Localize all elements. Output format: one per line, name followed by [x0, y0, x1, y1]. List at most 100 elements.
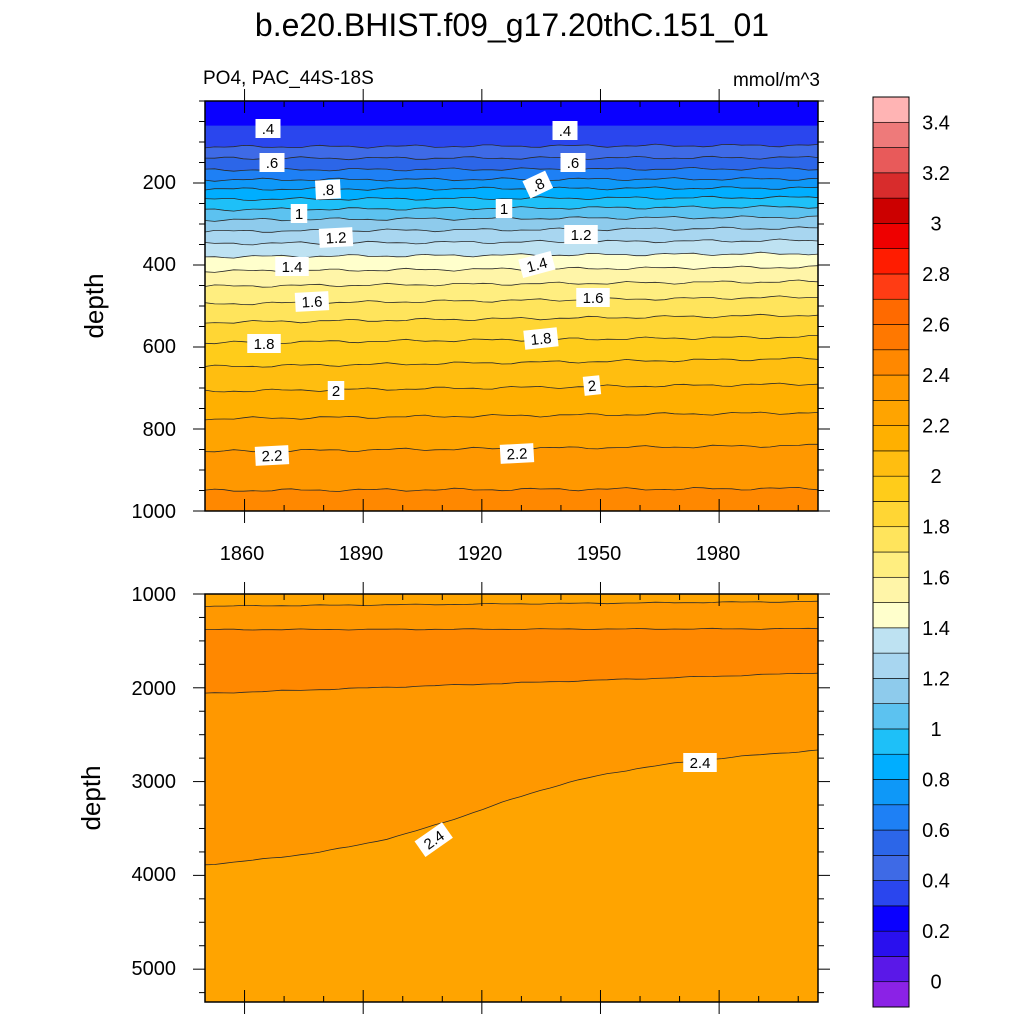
lower-panel: 2.42.4 depth	[76, 582, 830, 1014]
colorbar-box-0	[872, 981, 910, 1008]
contour-label-text: 1.6	[583, 290, 604, 307]
contour-line-0-5	[205, 186, 818, 191]
contour-band-0-21	[205, 487, 818, 511]
contour-line-1-1	[205, 600, 818, 607]
contour-label-bg	[414, 822, 453, 857]
colorbar-box-2	[872, 930, 910, 957]
contour-label: .4	[255, 119, 281, 138]
contour-label-text: 1.4	[525, 255, 550, 277]
contour-label-text: 2.2	[506, 445, 528, 463]
contour-label-bg	[523, 327, 559, 350]
contour-line-0-17	[205, 356, 818, 368]
colorbar-label: 2.6	[922, 315, 950, 337]
contour-label-text: 2	[587, 378, 597, 396]
chart-title: b.e20.BHIST.f09_g17.20thC.151_01	[255, 7, 769, 43]
colorbar-box-17	[872, 551, 910, 578]
lower-axis-ticks	[193, 582, 830, 1014]
contour-label-bg	[294, 291, 330, 312]
lower-contour-lines	[205, 600, 818, 866]
contour-line-1-3	[205, 672, 818, 694]
colorbar-box-6	[872, 829, 910, 856]
contour-label-text: 2	[332, 383, 340, 400]
contour-label: 1.6	[294, 291, 330, 312]
contour-label-bg	[314, 179, 341, 200]
colorbar-box-21	[872, 450, 910, 477]
contour-label-text: 1.2	[571, 227, 592, 244]
colorbar-box-34	[872, 121, 910, 148]
contour-label: 2	[327, 381, 345, 400]
colorbar-box-31	[872, 197, 910, 224]
contour-label-bg	[582, 375, 602, 396]
colorbar-box-16	[872, 576, 910, 603]
colorbar-label: 2	[930, 466, 941, 488]
contour-label-text: 1	[500, 201, 508, 218]
contour-label: 1.4	[275, 257, 309, 276]
contour-label-bg	[247, 334, 281, 353]
colorbar-box-1	[872, 956, 910, 983]
contour-label-text: 1.8	[530, 330, 553, 349]
contour-label-text: .4	[262, 121, 275, 138]
contour-label-text: 1.6	[301, 293, 323, 311]
upper-contour-labels: .4 .6 .8 1 1.2 1.4 1.6 1.8 2 2.2 .4 .6 .8 1 1.2 1.4 1.6 1…	[247, 119, 610, 466]
y-tick-label-200: 200	[143, 172, 176, 194]
contour-label: 2.4	[683, 753, 717, 772]
contour-line-0-15	[205, 313, 818, 324]
contour-label-text: 2.2	[261, 447, 283, 465]
contour-label-text: .4	[559, 123, 572, 140]
x-tick-labels: 1860 1890 1920 1950 1980	[220, 543, 741, 565]
colorbar-box-24	[872, 374, 910, 401]
colorbar-box-9	[872, 753, 910, 780]
upper-y-tick-labels: 200 400 600 800 1000	[132, 172, 177, 523]
contour-label-bg	[275, 257, 309, 276]
contour-label-bg	[518, 251, 556, 279]
colorbar-label: 0.4	[922, 871, 950, 893]
contour-line-0-13	[205, 279, 818, 288]
colorbar-box-26	[872, 324, 910, 351]
colorbar-box-4	[872, 880, 910, 907]
colorbar-box-20	[872, 475, 910, 502]
colorbar-boxes	[872, 96, 910, 1008]
upper-panel: .4 .6 .8 1 1.2 1.4 1.6 1.8 2 2.2 .4 .6 .8 1 1.2 1.4 1.6 1…	[79, 89, 830, 523]
contour-label: 1.6	[576, 288, 610, 307]
contour-label: 2.2	[254, 445, 290, 466]
colorbar-box-22	[872, 425, 910, 452]
contour-line-0-4	[205, 177, 818, 182]
colorbar-box-14	[872, 627, 910, 654]
contour-label-bg	[255, 119, 281, 138]
upper-filled-contours	[205, 101, 818, 511]
contour-label-text: .6	[266, 155, 279, 172]
contour-line-0-3	[205, 166, 818, 172]
y-tick-label-800: 800	[143, 419, 176, 441]
contour-label-text: 1.2	[325, 229, 347, 247]
colorbar-label: 1	[930, 719, 941, 741]
x-tick-label-1860: 1860	[220, 543, 265, 565]
colorbar-box-35	[872, 96, 910, 123]
contour-label-bg	[327, 381, 345, 400]
colorbar-box-27	[872, 298, 910, 325]
y-tick-label-1000-upper: 1000	[132, 501, 177, 523]
colorbar-frame	[872, 96, 910, 1008]
contour-line-0-2	[205, 155, 818, 161]
colorbar-box-15	[872, 602, 910, 629]
contour-label: 2	[582, 375, 602, 396]
colorbar-box-13	[872, 652, 910, 679]
contour-label-text: .8	[321, 182, 334, 200]
contour-line-0-21	[205, 487, 818, 492]
colorbar-label: 3	[930, 213, 941, 235]
colorbar-box-28	[872, 273, 910, 300]
contour-label: .6	[560, 153, 586, 172]
colorbar-box-18	[872, 526, 910, 553]
contour-label-bg	[290, 204, 308, 223]
colorbar-label: 1.4	[922, 618, 950, 640]
contour-line-1-2	[205, 627, 818, 631]
y-tick-label-3000: 3000	[132, 771, 177, 793]
contour-label-text: 1.4	[282, 259, 303, 276]
contour-label: .6	[259, 153, 285, 172]
contour-label-text: 2.4	[690, 755, 711, 772]
colorbar-box-30	[872, 223, 910, 249]
contour-label-bg	[499, 443, 535, 464]
colorbar-box-11	[872, 703, 910, 730]
colorbar-label: 0.8	[922, 770, 950, 792]
contour-label-bg	[576, 288, 610, 307]
contour-line-0-1	[205, 143, 818, 149]
